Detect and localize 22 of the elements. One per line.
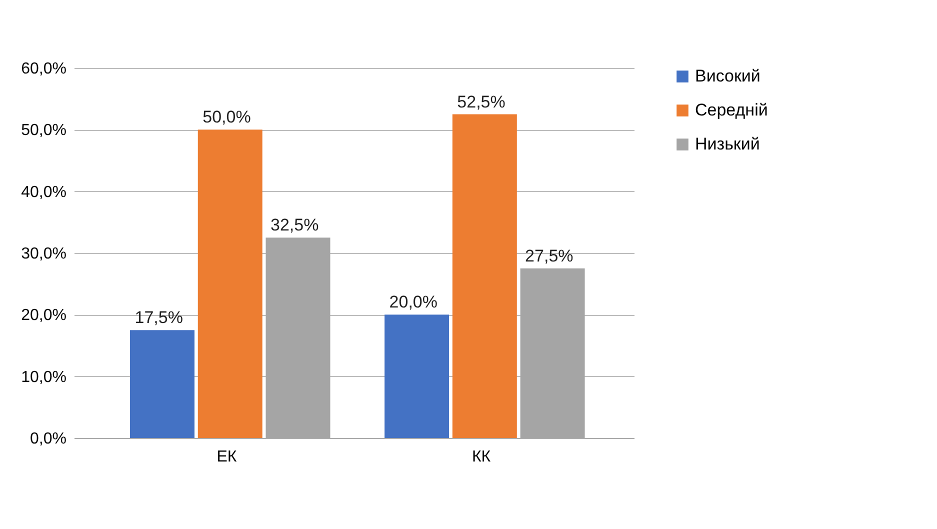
y-tick-label: 60,0% — [21, 60, 66, 78]
data-label: 32,5% — [270, 216, 319, 235]
data-label: 27,5% — [525, 246, 574, 266]
bar — [130, 330, 194, 438]
y-tick-label: 10,0% — [21, 368, 66, 386]
bar — [198, 130, 262, 438]
data-label: 20,0% — [389, 292, 438, 312]
x-tick-label: ЕК — [216, 448, 238, 466]
legend-label: Низький — [695, 134, 760, 154]
y-tick-label: 20,0% — [21, 307, 66, 324]
bar — [452, 114, 517, 438]
data-label: 52,5% — [457, 92, 506, 112]
y-tick-label: 40,0% — [21, 184, 66, 201]
legend-label: Середній — [695, 100, 768, 120]
legend-label: Високий — [695, 66, 760, 86]
data-label: 17,5% — [134, 308, 183, 328]
y-tick-label: 50,0% — [21, 122, 66, 140]
bar — [384, 314, 450, 438]
y-tick-label: 30,0% — [21, 246, 66, 262]
y-tick-label: 0,0% — [30, 430, 66, 448]
data-label: 50,0% — [202, 108, 251, 127]
x-tick-label: КК — [472, 448, 492, 466]
